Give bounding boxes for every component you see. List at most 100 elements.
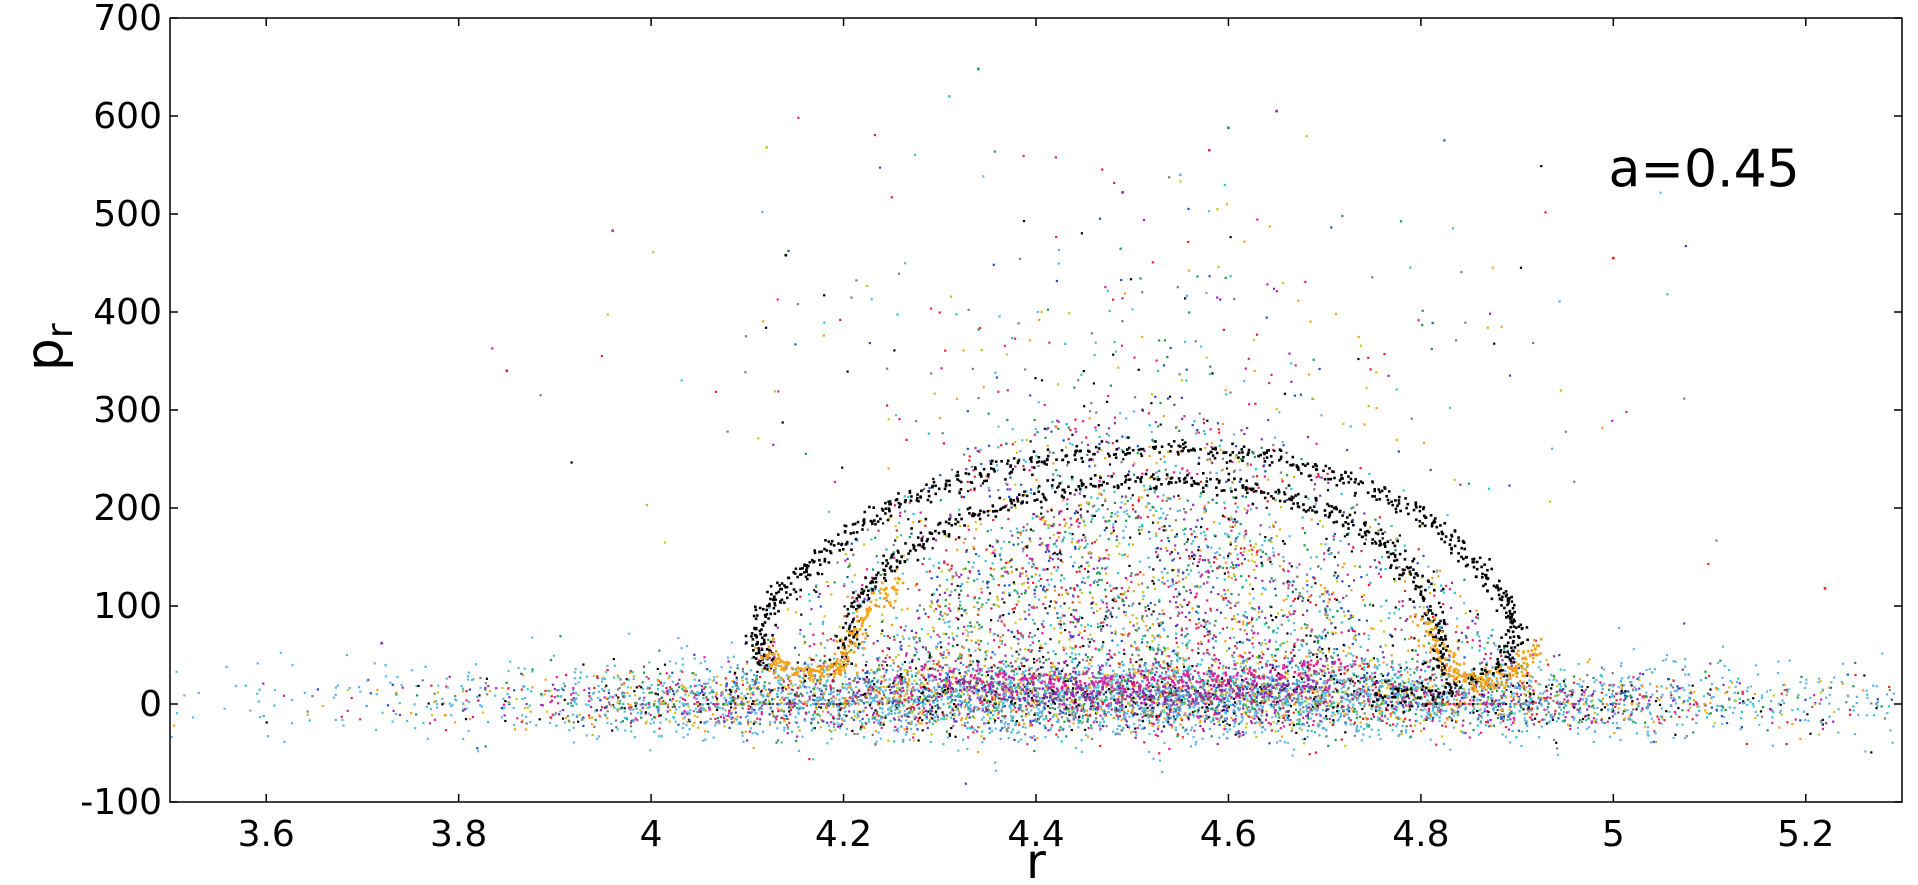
scatter-point	[979, 701, 982, 704]
scatter-point	[1440, 735, 1444, 738]
scatter-point	[1435, 714, 1438, 717]
scatter-point	[1241, 719, 1244, 722]
scatter-point	[1215, 501, 1218, 505]
scatter-point	[725, 682, 728, 685]
scatter-point	[728, 670, 731, 673]
scatter-point	[1085, 659, 1088, 662]
scatter-point	[1742, 700, 1745, 703]
scatter-point	[1630, 718, 1633, 721]
scatter-point	[927, 710, 930, 713]
scatter-point	[932, 713, 935, 716]
scatter-point	[1147, 412, 1150, 415]
scatter-point	[1397, 717, 1400, 720]
scatter-point	[1044, 726, 1047, 730]
scatter-point	[1248, 657, 1251, 660]
scatter-point	[1261, 579, 1264, 582]
scatter-point	[606, 668, 609, 672]
scatter-point	[1041, 632, 1044, 635]
scatter-point	[1344, 721, 1347, 724]
scatter-point	[1096, 682, 1099, 685]
scatter-point	[734, 671, 737, 674]
scatter-point	[887, 739, 890, 742]
scatter-point	[1388, 612, 1391, 615]
scatter-point	[1393, 707, 1396, 710]
scatter-point	[864, 678, 867, 681]
scatter-point	[507, 687, 510, 690]
scatter-point	[1299, 688, 1302, 691]
scatter-point	[967, 490, 970, 493]
scatter-point	[1355, 675, 1358, 678]
scatter-point	[869, 588, 873, 591]
scatter-point	[1709, 662, 1712, 665]
scatter-point	[1684, 673, 1687, 676]
scatter-point	[771, 644, 775, 647]
scatter-point	[927, 700, 930, 703]
scatter-point	[986, 674, 990, 677]
scatter-point	[1052, 462, 1055, 465]
scatter-point	[711, 696, 714, 699]
scatter-point	[794, 693, 797, 696]
scatter-point	[988, 727, 991, 730]
scatter-point	[1514, 660, 1517, 664]
scatter-point	[950, 468, 954, 471]
scatter-point	[1272, 706, 1276, 709]
scatter-point	[763, 684, 766, 688]
scatter-point	[1516, 682, 1519, 685]
scatter-point	[525, 702, 528, 706]
scatter-point	[866, 528, 869, 531]
scatter-point	[832, 715, 835, 718]
scatter-point	[1113, 698, 1116, 701]
scatter-point	[699, 692, 702, 695]
scatter-point	[1454, 653, 1457, 657]
scatter-point	[894, 539, 897, 542]
scatter-point	[1343, 668, 1346, 671]
scatter-point	[712, 690, 715, 694]
scatter-point	[810, 672, 813, 675]
scatter-point	[928, 570, 931, 573]
scatter-point	[465, 690, 468, 693]
scatter-point	[996, 682, 999, 685]
scatter-point	[910, 690, 913, 693]
scatter-point	[916, 720, 920, 723]
scatter-point	[786, 696, 789, 699]
scatter-point	[861, 722, 864, 725]
scatter-point	[504, 719, 507, 723]
scatter-point	[1243, 534, 1246, 537]
scatter-point	[1279, 506, 1282, 509]
scatter-point	[1136, 726, 1139, 729]
scatter-point	[682, 717, 685, 720]
scatter-point	[1312, 698, 1316, 701]
scatter-point	[1414, 713, 1417, 716]
scatter-point	[1619, 698, 1622, 701]
scatter-point	[953, 703, 956, 706]
scatter-point	[982, 702, 985, 705]
scatter-point	[1394, 549, 1397, 552]
scatter-point	[1424, 634, 1427, 637]
scatter-point	[832, 690, 835, 694]
scatter-point	[866, 634, 869, 637]
scatter-point	[173, 724, 176, 727]
scatter-point	[1704, 709, 1707, 712]
scatter-point	[591, 723, 594, 726]
scatter-point	[1832, 720, 1835, 723]
scatter-point	[914, 584, 917, 587]
scatter-point	[1087, 443, 1090, 446]
scatter-point	[1063, 602, 1066, 605]
scatter-point	[1709, 701, 1712, 705]
scatter-point	[666, 706, 670, 709]
scatter-point	[696, 691, 699, 694]
scatter-point	[932, 610, 935, 613]
scatter-point	[634, 694, 637, 697]
scatter-point	[1138, 724, 1141, 727]
scatter-point	[880, 632, 883, 635]
scatter-point	[1049, 693, 1052, 696]
scatter-point	[1489, 682, 1492, 685]
scatter-point	[1689, 690, 1692, 693]
scatter-point	[816, 591, 819, 594]
scatter-point	[1221, 700, 1224, 703]
scatter-point	[1306, 624, 1309, 627]
scatter-point	[1134, 736, 1137, 739]
scatter-point	[1236, 671, 1239, 674]
scatter-point	[994, 702, 997, 706]
scatter-point	[965, 549, 968, 552]
